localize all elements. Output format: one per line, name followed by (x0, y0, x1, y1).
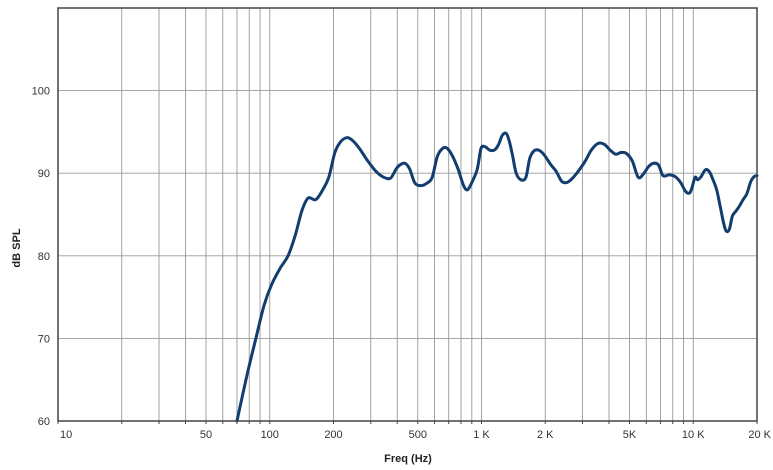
y-tick-label: 70 (38, 333, 50, 345)
x-tick-label: 50 (200, 429, 212, 441)
plot-background (58, 8, 757, 421)
plot-frame (57, 7, 758, 422)
x-tick-label: 100 (261, 429, 279, 441)
spl-response-line (235, 131, 759, 423)
x-axis-label: Freq (Hz) (384, 453, 432, 465)
x-tick-label: 10 (60, 429, 72, 441)
y-tick-label: 100 (32, 86, 50, 98)
x-tick-label: 5K (623, 429, 637, 441)
x-tick-label: 10 K (682, 429, 705, 441)
x-tick-label: 200 (324, 429, 342, 441)
x-tick-label: 20 K (748, 429, 771, 441)
tick-label-layer: 10 50 100 200 500 1 K 2 K 5K 10 K 20 K 60 70 80 90 100 (32, 86, 772, 441)
x-tick-label: 1 K (473, 429, 490, 441)
y-tick-label: 80 (38, 251, 50, 263)
y-tick-label: 60 (38, 416, 50, 428)
x-tick-label: 2 K (537, 429, 554, 441)
x-tick-label: 500 (409, 429, 427, 441)
y-tick-label: 90 (38, 168, 50, 180)
y-axis-label: dB SPL (11, 228, 23, 267)
grid-layer (57, 7, 758, 422)
series-layer (235, 131, 759, 423)
